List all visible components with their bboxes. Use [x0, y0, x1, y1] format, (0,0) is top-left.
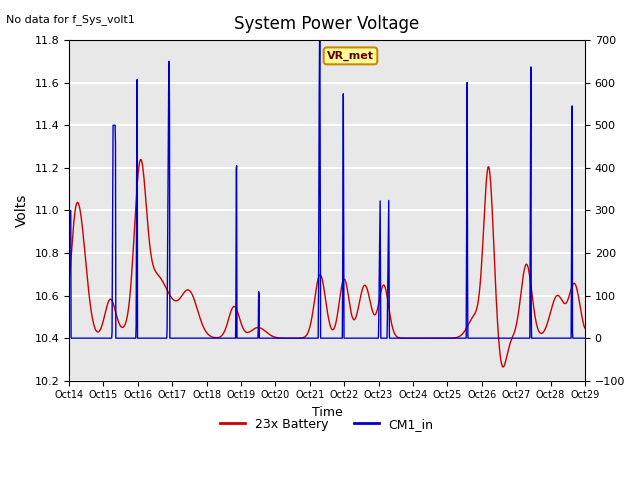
Text: VR_met: VR_met	[327, 51, 374, 61]
Y-axis label: Volts: Volts	[15, 194, 29, 227]
Text: No data for f_Sys_volt1: No data for f_Sys_volt1	[6, 14, 135, 25]
Title: System Power Voltage: System Power Voltage	[234, 15, 420, 33]
Legend: 23x Battery, CM1_in: 23x Battery, CM1_in	[215, 413, 438, 436]
X-axis label: Time: Time	[312, 406, 342, 419]
